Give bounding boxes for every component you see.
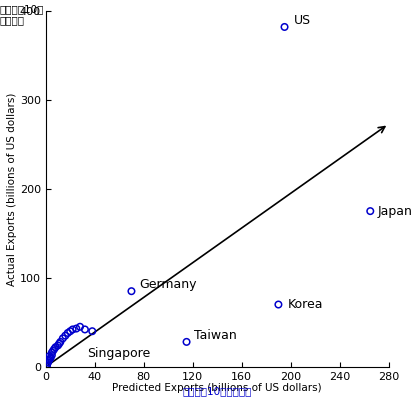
- Point: [60, 335, 66, 342]
- Text: 予測額（10億米ドル）: 予測額（10億米ドル）: [182, 386, 252, 396]
- Text: Germany: Germany: [139, 278, 196, 291]
- Text: Japan: Japan: [378, 205, 412, 218]
- Point: [76, 324, 83, 330]
- Point: [45, 357, 52, 364]
- Y-axis label: Actual Exports (billions of US dollars): Actual Exports (billions of US dollars): [7, 92, 17, 286]
- Point: [281, 24, 288, 30]
- Point: [64, 330, 71, 336]
- Point: [44, 363, 50, 369]
- Text: Korea: Korea: [288, 298, 324, 311]
- Point: [57, 339, 64, 345]
- Point: [55, 342, 61, 349]
- Point: [51, 346, 58, 352]
- Text: US: US: [294, 14, 312, 27]
- Text: Taiwan: Taiwan: [194, 329, 236, 342]
- Point: [48, 352, 55, 358]
- Point: [89, 328, 96, 334]
- Point: [48, 349, 55, 356]
- Point: [50, 348, 56, 354]
- Point: [275, 301, 282, 308]
- Point: [81, 326, 88, 333]
- Text: Singapore: Singapore: [87, 347, 151, 360]
- Point: [47, 355, 54, 361]
- Point: [56, 340, 63, 347]
- Point: [73, 325, 80, 332]
- Point: [128, 288, 135, 294]
- Text: 実質額（10億
米ドル）: 実質額（10億 米ドル）: [0, 4, 45, 26]
- Point: [52, 344, 59, 350]
- Point: [46, 353, 53, 359]
- Point: [44, 361, 50, 367]
- Point: [67, 328, 74, 334]
- Point: [62, 332, 68, 339]
- Point: [46, 356, 53, 363]
- Point: [45, 359, 52, 366]
- Point: [69, 326, 76, 333]
- X-axis label: Predicted Exports (billions of US dollars): Predicted Exports (billions of US dollar…: [113, 383, 322, 393]
- Point: [367, 208, 374, 214]
- Point: [183, 339, 190, 345]
